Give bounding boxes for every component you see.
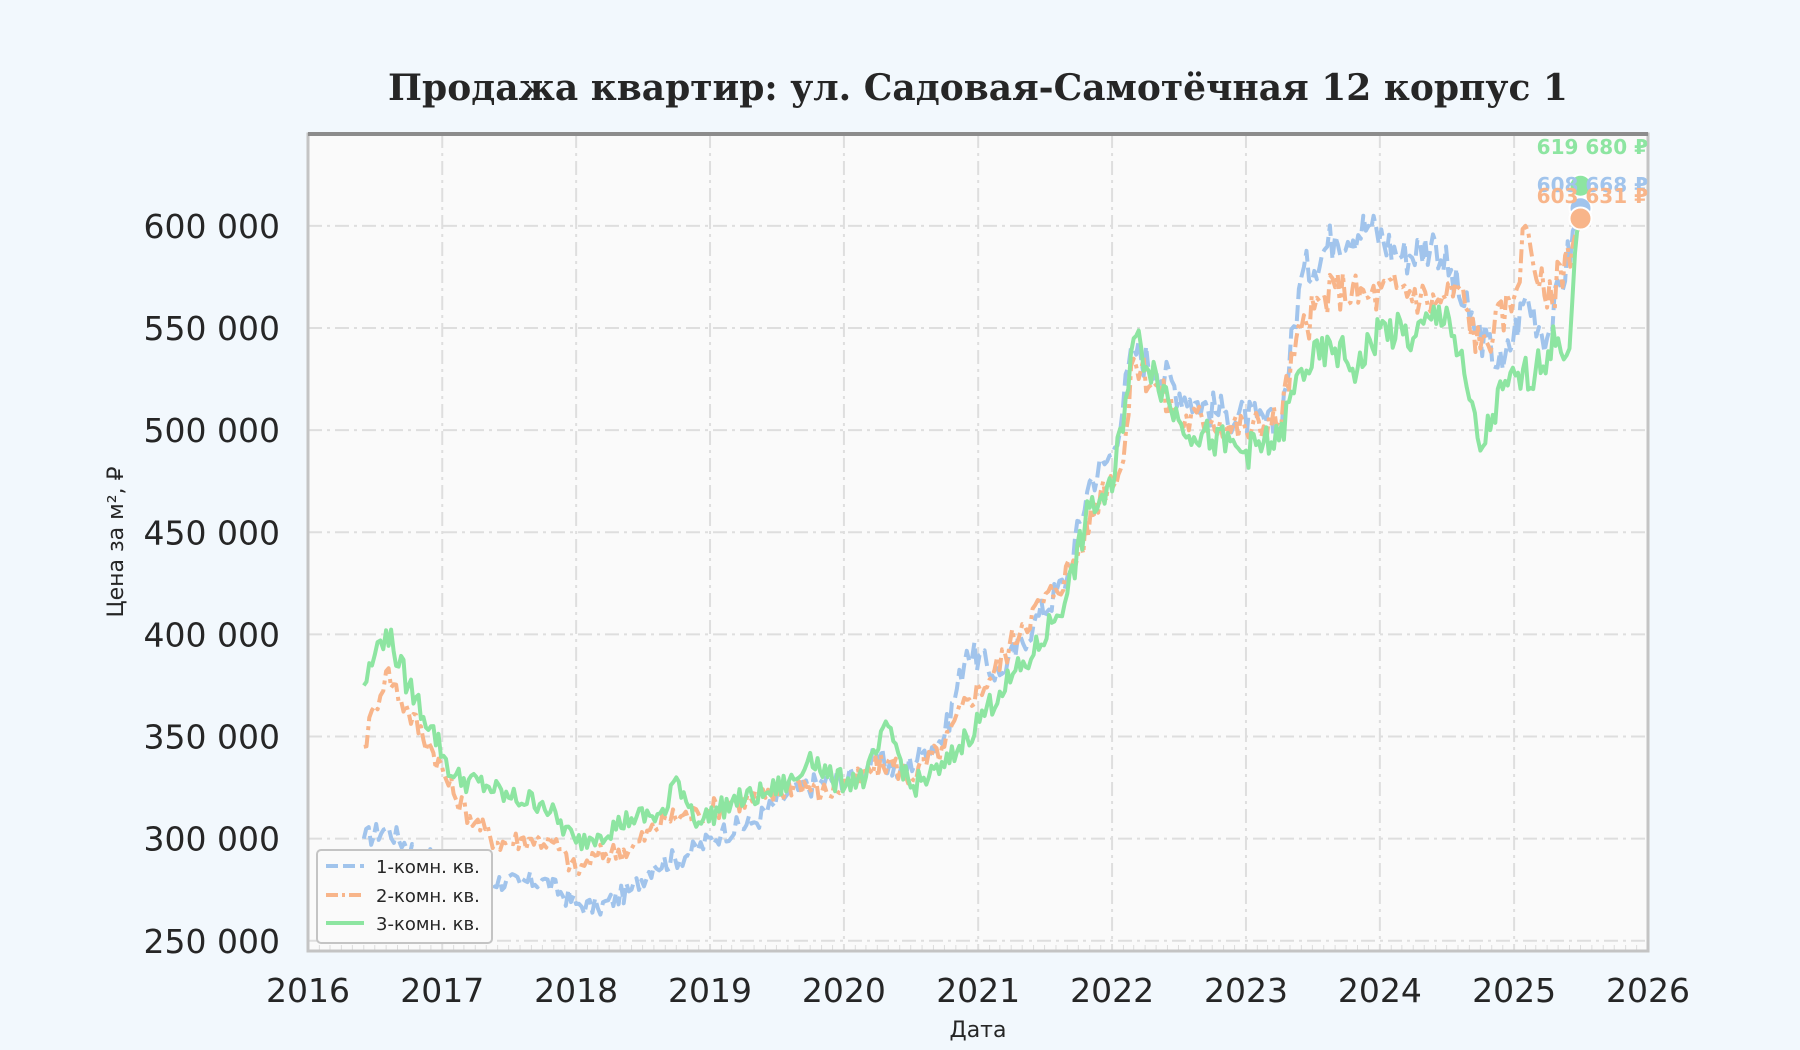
x-tick-label: 2020: [802, 971, 886, 1010]
legend-label-3room: 3-комн. кв.: [376, 914, 480, 935]
y-axis-label: Цена за м², ₽: [104, 466, 129, 617]
end-point-2room: [1568, 206, 1593, 231]
series-line-1room: [361, 207, 1583, 917]
x-axis-label: Дата: [950, 1018, 1007, 1043]
end-markers: 608 668 ₽603 631 ₽ 619 680 ₽: [1537, 135, 1648, 231]
end-value-label-2room: 603 631 ₽: [1537, 184, 1648, 208]
x-tick-label: 2025: [1472, 971, 1556, 1010]
x-tick-label: 2026: [1606, 971, 1690, 1010]
legend-box: [316, 849, 493, 944]
y-tick-label: 550 000: [144, 309, 280, 348]
chart-title: Продажа квартир: ул. Садовая-Самотёчная …: [388, 67, 1568, 109]
y-tick-label: 600 000: [144, 207, 280, 246]
end-value-label-1room: 608 668 ₽: [1537, 173, 1648, 197]
x-tick-label: 2021: [936, 971, 1020, 1010]
y-tick-label: 300 000: [144, 820, 280, 859]
legend-label-1room: 1-комн. кв.: [376, 857, 480, 878]
y-tick-label: 250 000: [144, 922, 280, 961]
x-tick-label: 2022: [1070, 971, 1154, 1010]
y-tick-label: 400 000: [144, 615, 280, 654]
y-tick-label: 350 000: [144, 718, 280, 757]
y-tick-label: 500 000: [144, 411, 280, 450]
legend-label-2room: 2-комн. кв.: [376, 886, 480, 907]
x-tick-label: 2023: [1204, 971, 1288, 1010]
y-tick-label: 450 000: [144, 513, 280, 552]
end-point-3room: [1568, 173, 1593, 198]
series-layer: [361, 185, 1583, 917]
legend: 1-комн. кв. 2-комн. кв. 3-комн. кв.: [316, 849, 493, 944]
ticks: 250 000 300 000 350 000 400 000 450 000 500 0…: [144, 207, 1690, 1010]
end-value-label-3room: 619 680 ₽: [1537, 135, 1648, 159]
x-tick-label: 2016: [266, 971, 350, 1010]
x-tick-label: 2017: [400, 971, 484, 1010]
x-tick-label: 2024: [1338, 971, 1422, 1010]
x-tick-label: 2019: [668, 971, 752, 1010]
series-line-2room: [363, 218, 1583, 876]
series-line-3room: [362, 185, 1583, 852]
x-tick-label: 2018: [534, 971, 618, 1010]
